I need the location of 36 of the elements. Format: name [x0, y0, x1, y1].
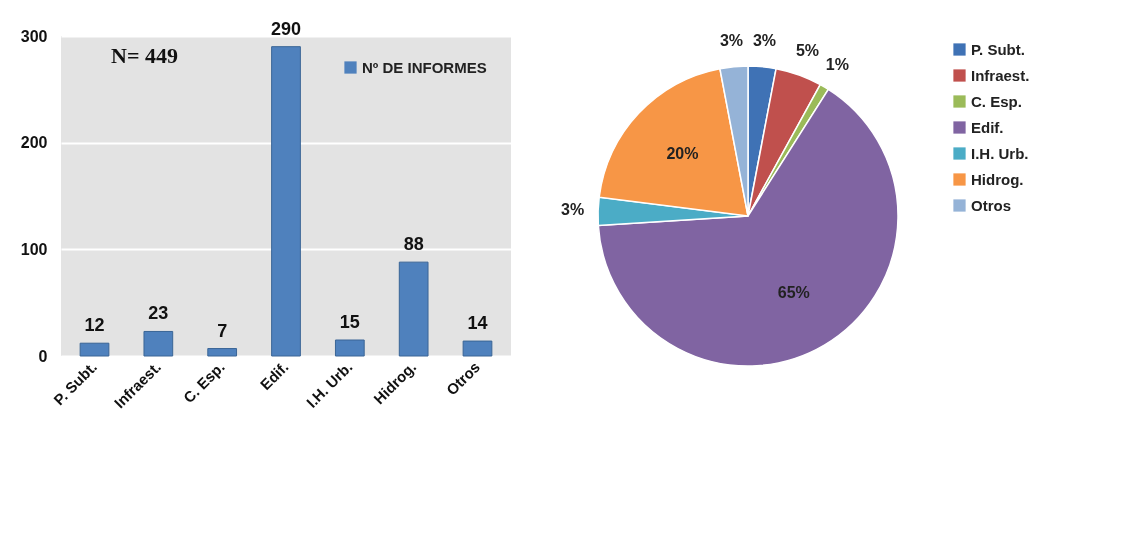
y-tick-label: 100 — [20, 240, 48, 258]
data-label: 65% — [777, 284, 810, 302]
data-label: 20% — [666, 145, 699, 163]
data-label: 15 — [339, 312, 360, 332]
legend-label: Otros — [971, 196, 1012, 214]
legend-label: Nº DE INFORMES — [362, 58, 487, 76]
x-tick-label: I.H. Urb. — [302, 358, 356, 411]
y-tick-label: 300 — [20, 27, 48, 45]
data-label: 7 — [217, 320, 228, 341]
data-label: 88 — [403, 234, 424, 255]
x-tick-label: C. Esp. — [179, 358, 228, 407]
data-label: 5% — [795, 41, 820, 59]
legend-label: P. Subt. — [971, 40, 1025, 58]
bar — [398, 261, 429, 357]
bar — [207, 348, 238, 357]
bar — [143, 330, 174, 357]
legend-label: Hidrog. — [971, 170, 1024, 188]
data-label: 3% — [719, 32, 744, 50]
data-label: 1% — [825, 55, 849, 73]
y-tick-label: 200 — [20, 134, 48, 152]
data-label: 290 — [270, 18, 302, 39]
annotation: N= 449 — [111, 43, 178, 68]
bar — [334, 339, 365, 357]
data-label: 14 — [467, 313, 488, 334]
y-tick-label: 0 — [38, 347, 48, 365]
legend-label: Infraest. — [971, 66, 1030, 84]
data-label: 23 — [148, 303, 169, 324]
data-label: 3% — [561, 201, 585, 219]
data-label: 12 — [84, 315, 105, 336]
bar — [462, 340, 493, 357]
legend-label: Edif. — [971, 118, 1004, 136]
legend-label: C. Esp. — [971, 92, 1022, 110]
legend-label: I.H. Urb. — [971, 144, 1029, 162]
bar — [271, 46, 301, 357]
bar — [79, 342, 110, 357]
data-label: 3% — [752, 32, 777, 50]
